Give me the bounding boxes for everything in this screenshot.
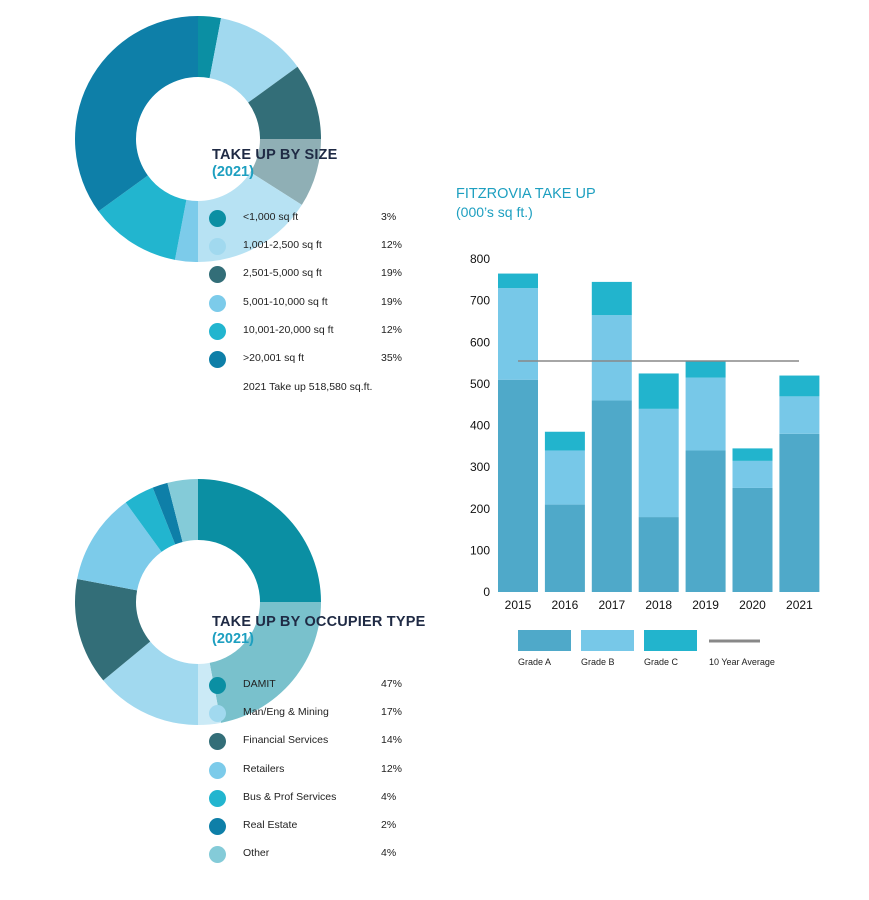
occupier-slice-financial-services [75, 578, 151, 681]
bar-2016-grade-a [544, 504, 585, 592]
bar-2020-grade-b [732, 460, 773, 488]
y-tick-label: 300 [470, 460, 490, 474]
occupier-donut-overlay [198, 602, 322, 726]
legend-label-grade-c: Grade C [644, 657, 679, 667]
size-slice-5-001-10-000-sq-ft [174, 172, 302, 262]
legend-label-ten-year-average: 10 Year Average [709, 657, 775, 667]
occupier-chart-year: (2021) [212, 631, 254, 647]
occupier-slice-other [167, 479, 198, 542]
bar-2016-grade-c [544, 431, 585, 451]
size-slice-20-001-sq-ft [75, 16, 198, 212]
bar-chart-subtitle: (000’s sq ft.) [456, 204, 533, 220]
bar-2021-grade-b [779, 396, 820, 434]
occupier-slice-damit [198, 479, 321, 723]
y-tick-label: 0 [483, 585, 490, 599]
bar-2017-grade-c [591, 281, 632, 316]
legend-swatch-grade-b [581, 630, 634, 651]
bar-2015-grade-b [498, 288, 538, 380]
legend-label-grade-a: Grade A [518, 657, 551, 667]
size-slice-10-001-20-000-sq-ft [98, 175, 187, 260]
size-chart-title: TAKE UP BY SIZE [212, 147, 338, 163]
bar-2021-grade-c [779, 375, 820, 397]
x-tick-label: 2017 [598, 598, 625, 612]
y-tick-label: 800 [470, 252, 490, 266]
bar-2020-grade-a [732, 487, 773, 592]
occupier-slice-retailers [77, 502, 162, 591]
bar-2017-grade-a [591, 400, 632, 592]
x-tick-label: 2018 [645, 598, 672, 612]
bar-chart-heading: FITZROVIA TAKE UP (000’s sq ft.) [456, 186, 596, 220]
bar-2019-grade-b [685, 377, 726, 451]
size-footnote: 2021 Take up 518,580 sq.ft. [243, 381, 373, 393]
size-donut-overlay [198, 139, 322, 263]
legend-swatch-grade-a [518, 630, 571, 651]
x-tick-label: 2019 [692, 598, 719, 612]
occupier-slice-man-eng-mining [103, 641, 222, 725]
y-tick-label: 100 [470, 543, 490, 557]
x-tick-label: 2021 [786, 598, 813, 612]
bar-2016-grade-b [544, 450, 585, 505]
bar-2019-grade-c [685, 360, 726, 378]
occupier-chart-heading: TAKE UP BY OCCUPIER TYPE (2021) [212, 614, 472, 647]
y-tick-label: 200 [470, 502, 490, 516]
bar-2017-grade-b [591, 315, 632, 401]
bar-2021-grade-a [779, 433, 820, 592]
size-chart-year: (2021) [212, 164, 254, 180]
bar-2015-grade-c [498, 273, 538, 289]
x-tick-label: 2020 [739, 598, 766, 612]
legend-swatch-grade-c [644, 630, 697, 651]
bar-2018-grade-c [638, 373, 679, 409]
x-tick-label: 2015 [505, 598, 532, 612]
y-tick-label: 600 [470, 335, 490, 349]
y-tick-label: 400 [470, 419, 490, 433]
occupier-chart-title: TAKE UP BY OCCUPIER TYPE [212, 614, 426, 630]
x-tick-label: 2016 [552, 598, 579, 612]
bar-2019-grade-a [685, 450, 726, 592]
bar-2020-grade-c [732, 448, 773, 461]
size-slice-1-001-2-500-sq-ft [209, 18, 298, 103]
size-slice-1-000-sq-ft [198, 16, 222, 79]
bar-chart-title: FITZROVIA TAKE UP [456, 186, 596, 202]
y-tick-label: 500 [470, 377, 490, 391]
bar-2018-grade-a [638, 517, 679, 592]
size-slice-2-501-5-000-sq-ft [248, 66, 321, 205]
occupier-slice-real-estate [152, 482, 183, 545]
fitzrovia-bar-chart: 0 100 200 300 400 500 600 700 800 2015 2016 2017 201… [470, 252, 820, 667]
occupier-donut-chart [75, 479, 322, 726]
occupier-slice-bus-prof-services [125, 487, 176, 552]
legend-label-grade-b: Grade B [581, 657, 615, 667]
bar-2015-grade-a [498, 379, 538, 592]
size-chart-heading: TAKE UP BY SIZE (2021) [212, 147, 472, 180]
size-donut-chart [75, 16, 322, 263]
bar-2018-grade-b [638, 408, 679, 518]
y-tick-label: 700 [470, 294, 490, 308]
